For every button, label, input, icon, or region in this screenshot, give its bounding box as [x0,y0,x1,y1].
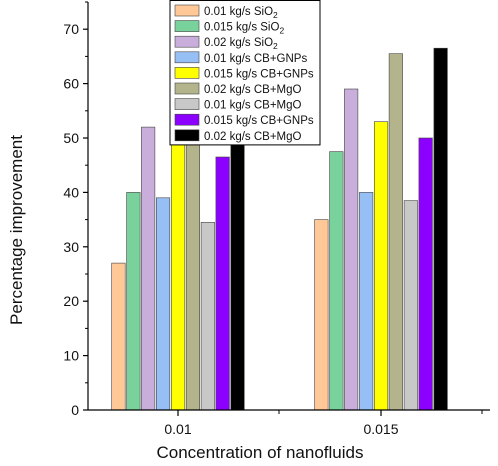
y-tick-label: 20 [63,293,79,309]
bar-9-0.01 [230,129,245,411]
axes-layer: 0 10 20 30 40 50 60 70 0.01 0.015 [63,1,490,437]
legend-label: 0.02 kg/s CB+MgO [204,131,302,143]
legend-label: 0.015 kg/s SiO2 [204,22,284,36]
legend-label: 0.02 kg/s CB+MgO [204,84,302,96]
legend-label: 0.01 kg/s CB+GNPs [204,53,307,65]
legend-swatch [174,4,200,17]
legend-swatch [174,35,200,48]
legend-swatch [174,51,200,64]
legend-label: 0.01 kg/s CB+MgO [204,100,302,112]
bar-5-0.015 [373,121,389,411]
bar-4-0.01 [156,197,171,411]
legend-swatch [174,82,200,95]
y-axis-title: Percentage improvement [7,135,26,325]
y-tick-label: 10 [63,348,79,364]
y-tick-label: 60 [63,76,79,92]
y-tick-label: 70 [63,21,79,37]
legend-swatch [174,129,200,142]
bar-7-0.01 [200,222,215,411]
bar-6-0.01 [185,110,200,411]
legend-label: 0.015 kg/s CB+GNPs [204,115,314,127]
legend-swatch [174,67,200,79]
bar-3-0.01 [141,126,156,411]
legend-swatch [174,113,200,126]
y-tick-label: 40 [63,184,79,200]
x-axis-title: Concentration of nanofluids [157,443,364,462]
bar-8-0.01 [215,156,230,411]
bar-1-0.015 [314,219,329,411]
y-tick-label: 0 [71,402,79,418]
bar-4-0.015 [359,192,374,411]
bars-layer [111,47,448,411]
bar-5-0.01 [171,132,186,411]
bar-2-0.015 [329,151,344,411]
bar-3-0.015 [344,88,359,411]
legend-label: 0.01 kg/s SiO2 [204,6,278,20]
bar-9-0.015 [433,47,448,411]
bar-7-0.015 [403,200,418,411]
y-tick-label: 50 [63,130,79,146]
bar-6-0.015 [388,53,403,411]
legend-label: 0.02 kg/s SiO2 [204,37,278,51]
legend-swatch [174,20,200,32]
x-tick-label: 0.01 [164,421,191,437]
bar-8-0.015 [418,137,433,411]
bar-1-0.01 [111,262,126,411]
bar-2-0.01 [126,192,141,411]
legend-swatch [174,98,200,110]
legend-label: 0.015 kg/s CB+GNPs [204,68,314,80]
y-tick-label: 30 [63,239,79,255]
x-tick-label: 0.015 [363,421,398,437]
